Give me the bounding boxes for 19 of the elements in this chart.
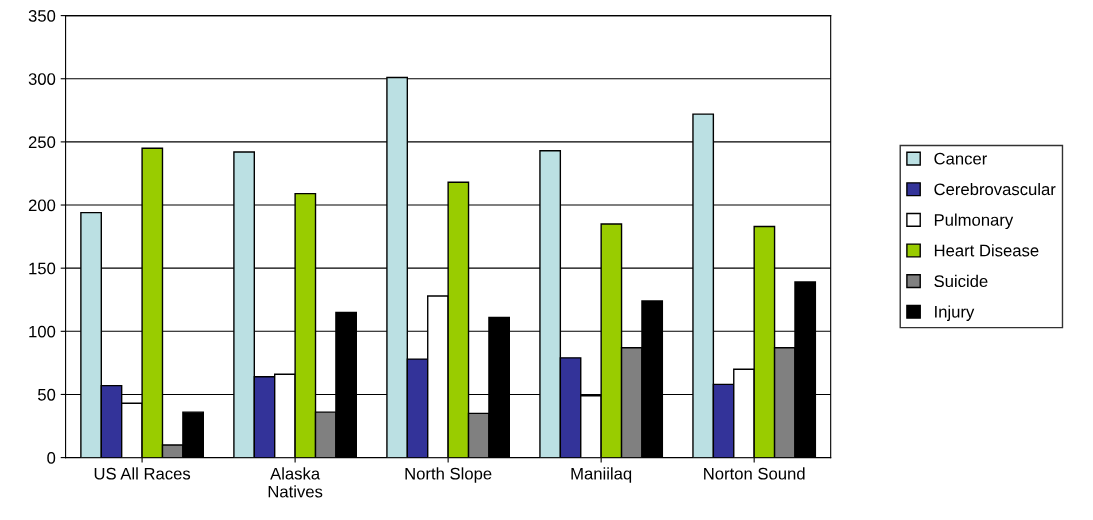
y-tick-label: 150 bbox=[29, 262, 56, 275]
x-tick-label: Norton Sound bbox=[704, 467, 805, 480]
legend-label: Injury bbox=[935, 305, 975, 321]
y-tick-label: 200 bbox=[28, 199, 56, 212]
legend-label: Pulmonary bbox=[934, 213, 1014, 230]
y-tick-label: 100 bbox=[29, 325, 56, 338]
x-tick-label: US All Races bbox=[94, 467, 191, 480]
y-tick-label: 0 bbox=[47, 452, 56, 464]
legend-label: Cerebrovascular bbox=[934, 182, 1056, 196]
y-tick-label: 300 bbox=[28, 73, 56, 85]
y-tick-label: 250 bbox=[28, 136, 56, 149]
legend-label: Suicide bbox=[934, 274, 988, 288]
x-tick-label: North Slope bbox=[405, 467, 492, 483]
legend-label: Cancer bbox=[934, 152, 988, 165]
x-tick-label: Alaska Natives bbox=[268, 467, 323, 498]
x-tick-label: Maniilaq bbox=[571, 467, 632, 483]
legend-label: Heart Disease bbox=[934, 244, 1039, 257]
y-tick-label: 50 bbox=[37, 388, 56, 401]
y-tick-label: 350 bbox=[28, 10, 56, 22]
